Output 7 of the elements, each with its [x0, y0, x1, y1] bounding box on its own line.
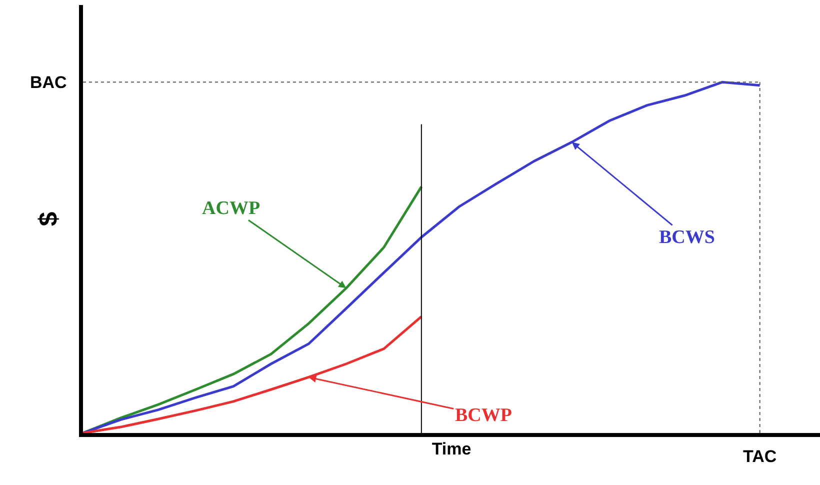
text: ACWP — [202, 198, 260, 219]
text: TAC — [743, 447, 777, 466]
ref-line-label: BAC — [30, 73, 67, 92]
text: BCWP — [455, 405, 512, 426]
x-axis-title: Time — [432, 439, 472, 458]
text: BCWS — [659, 227, 715, 248]
y-axis-title: $ — [32, 211, 63, 226]
